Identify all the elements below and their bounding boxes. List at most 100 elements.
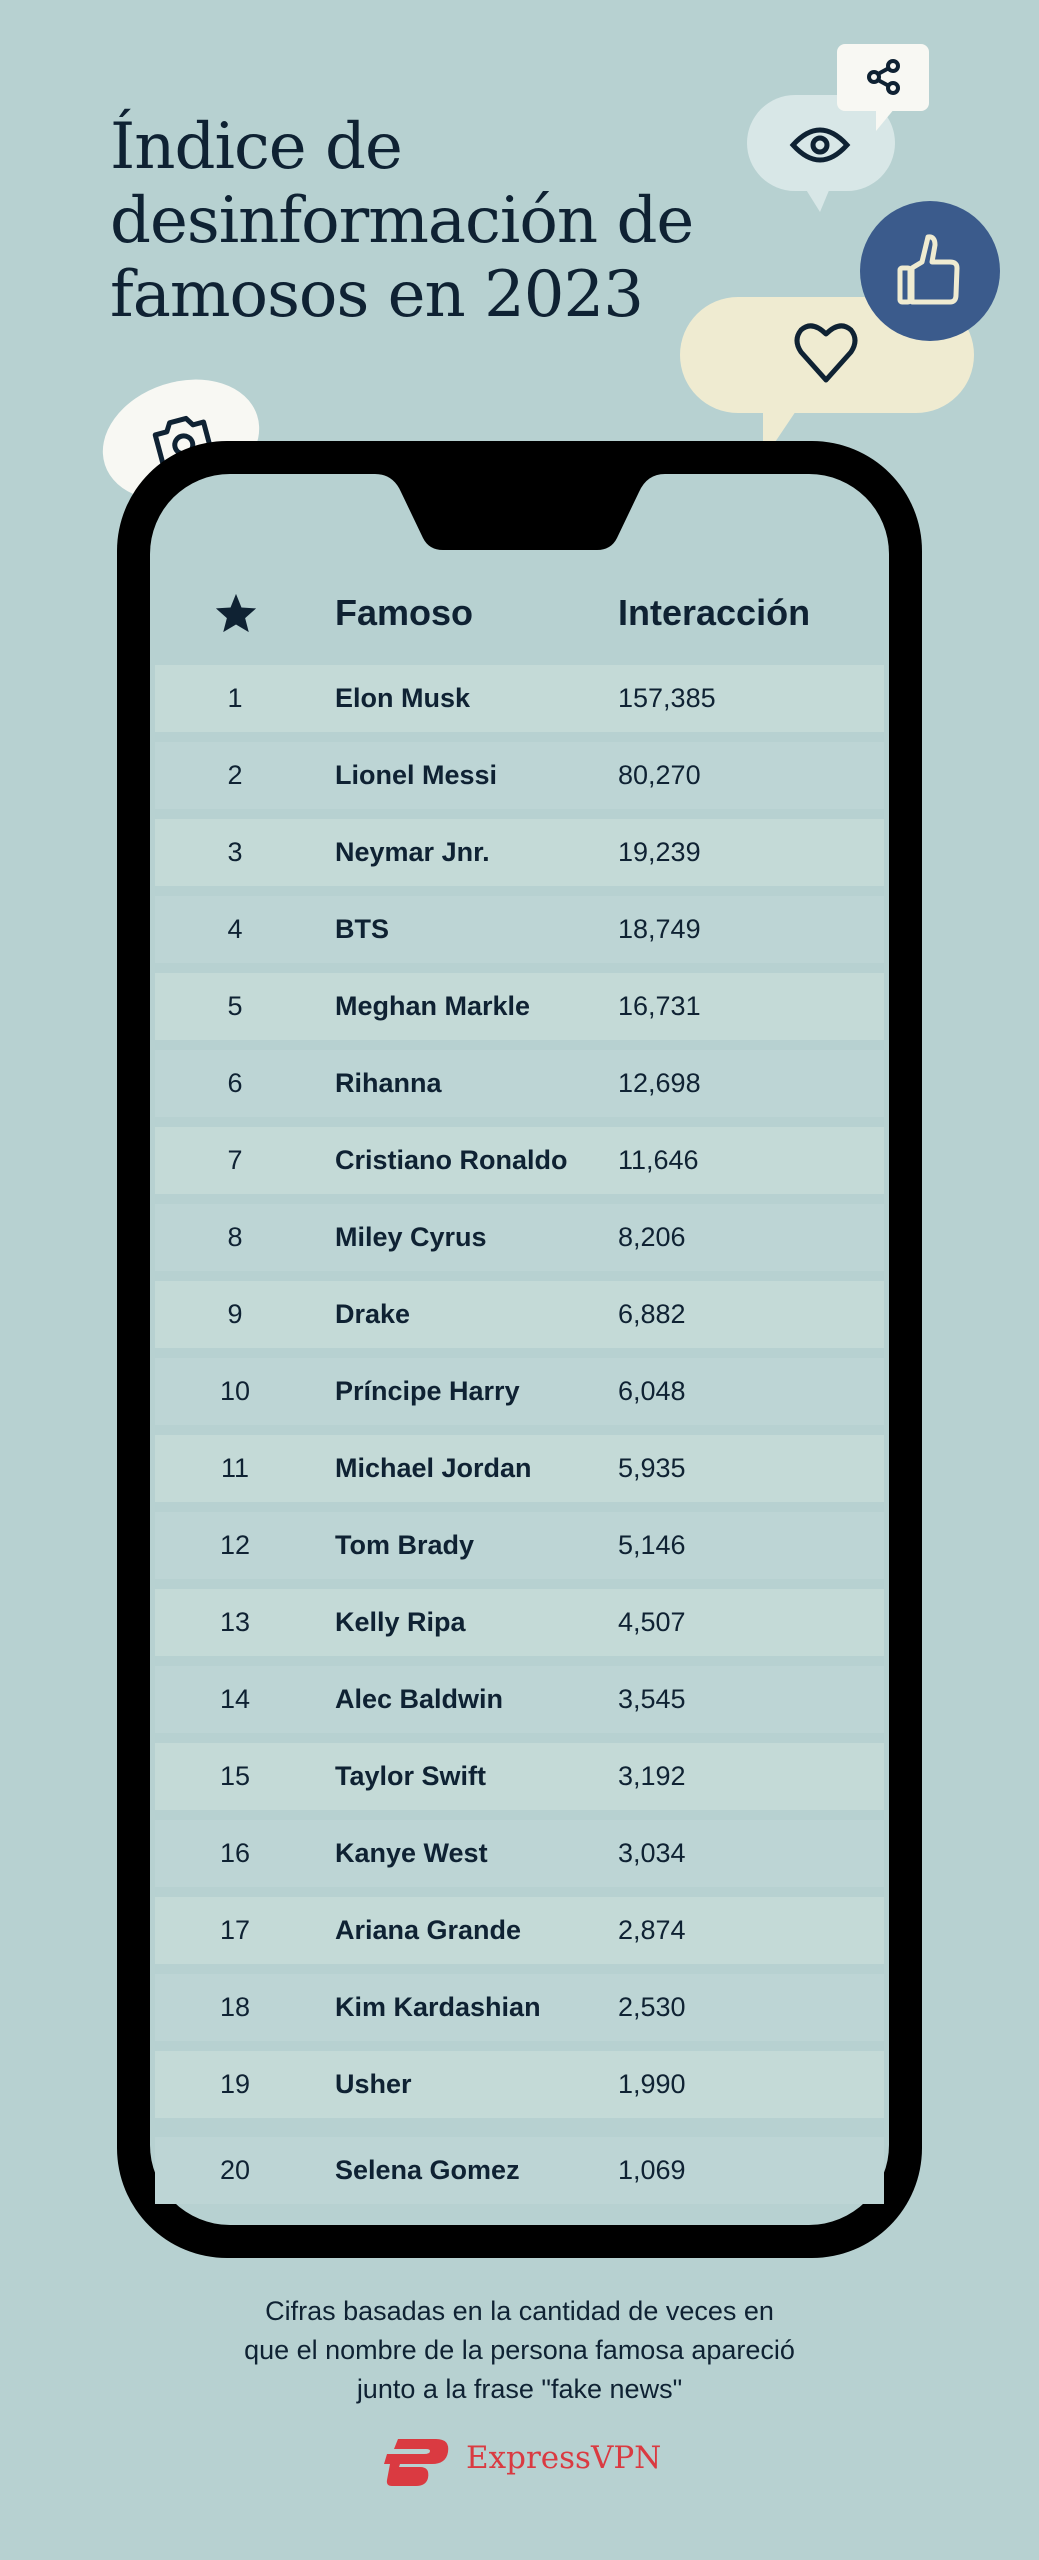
rank-cell: 20 (219, 2155, 251, 2185)
name-cell: Tom Brady (335, 1530, 475, 1560)
name-cell: Lionel Messi (335, 760, 498, 790)
rank-cell: 17 (219, 1915, 251, 1945)
table-row: 14 Alec Baldwin 3,545 (155, 1666, 884, 1733)
thumbs-up-icon (897, 234, 960, 305)
rank-cell: 5 (227, 991, 243, 1021)
value-cell: 2,530 (618, 1992, 686, 2022)
footnote-line-2: que el nombre de la persona famosa apare… (244, 2335, 795, 2365)
column-header-value: Interacción (618, 592, 811, 633)
name-cell: Kanye West (335, 1838, 488, 1868)
column-header-name: Famoso (335, 592, 474, 633)
value-cell: 12,698 (618, 1068, 701, 1098)
rank-cell: 15 (219, 1761, 251, 1791)
rank-cell: 8 (227, 1222, 243, 1252)
value-cell: 3,545 (618, 1684, 686, 1714)
value-cell: 18,749 (618, 914, 701, 944)
rank-cell: 16 (219, 1838, 251, 1868)
rank-cell: 10 (219, 1376, 251, 1406)
rank-cell: 3 (227, 837, 243, 867)
title-line-3: famosos en 2023 (110, 258, 644, 332)
table-row: 6 Rihanna 12,698 (155, 1050, 884, 1117)
rank-cell: 9 (227, 1299, 243, 1329)
value-cell: 11,646 (618, 1145, 699, 1175)
name-cell: Alec Baldwin (335, 1684, 504, 1714)
table-row: 7 Cristiano Ronaldo 11,646 (155, 1127, 884, 1194)
table-row: 8 Miley Cyrus 8,206 (155, 1204, 884, 1271)
name-cell: Michael Jordan (335, 1453, 532, 1483)
value-cell: 6,048 (618, 1376, 686, 1406)
footnote-line-1: Cifras basadas en la cantidad de veces e… (265, 2296, 774, 2326)
rank-cell: 13 (219, 1607, 251, 1637)
phone-notch (335, 470, 703, 550)
value-cell: 80,270 (618, 760, 701, 790)
footnote-line-3: junto a la frase "fake news" (356, 2374, 683, 2404)
name-cell: Meghan Markle (335, 991, 531, 1021)
value-cell: 3,192 (618, 1761, 686, 1791)
name-cell: Drake (335, 1299, 411, 1329)
rank-cell: 19 (219, 2069, 251, 2099)
name-cell: Selena Gomez (335, 2155, 520, 2185)
rank-cell: 4 (227, 914, 243, 944)
table-row: 4 BTS 18,749 (155, 896, 884, 963)
value-cell: 19,239 (618, 837, 701, 867)
name-cell: Rihanna (335, 1068, 442, 1098)
name-cell: Cristiano Ronaldo (335, 1145, 568, 1175)
eye-icon (789, 127, 851, 163)
name-cell: Neymar Jnr. (335, 837, 490, 867)
rank-cell: 7 (227, 1145, 243, 1175)
table-row: 10 Príncipe Harry 6,048 (155, 1358, 884, 1425)
name-cell: Miley Cyrus (335, 1222, 487, 1252)
name-cell: Kelly Ripa (335, 1607, 466, 1637)
eye-bubble (747, 95, 895, 212)
thumbs-up-bubble (860, 201, 1000, 341)
table-row: 11 Michael Jordan 5,935 (155, 1435, 884, 1502)
value-cell: 2,874 (618, 1915, 686, 1945)
table-row: 2 Lionel Messi 80,270 (155, 742, 884, 809)
name-cell: Taylor Swift (335, 1761, 487, 1791)
heart-icon (794, 323, 858, 383)
rank-cell: 11 (220, 1453, 250, 1483)
value-cell: 16,731 (618, 991, 701, 1021)
value-cell: 8,206 (618, 1222, 686, 1252)
title-line-2: desinformación de (110, 184, 694, 258)
name-cell: Usher (335, 2069, 412, 2099)
title-line-1: Índice de (110, 110, 403, 184)
rank-cell: 14 (219, 1684, 251, 1714)
name-cell: Ariana Grande (335, 1915, 522, 1945)
name-cell: Príncipe Harry (335, 1376, 520, 1406)
rank-cell: 2 (227, 760, 243, 790)
share-icon (867, 59, 900, 95)
share-bubble (837, 44, 929, 131)
table-row: 5 Meghan Markle 16,731 (155, 973, 884, 1040)
table-row: 13 Kelly Ripa 4,507 (155, 1589, 884, 1656)
table-row: 18 Kim Kardashian 2,530 (155, 1974, 884, 2041)
table-row: 12 Tom Brady 5,146 (155, 1512, 884, 1579)
table-row: 19 Usher 1,990 (155, 2051, 884, 2118)
table-row: 1 Elon Musk 157,385 (155, 665, 884, 732)
expressvpn-logo-icon (384, 2439, 449, 2486)
value-cell: 5,146 (618, 1530, 686, 1560)
table-row: 9 Drake 6,882 (155, 1281, 884, 1348)
rank-cell: 18 (219, 1992, 251, 2022)
value-cell: 6,882 (618, 1299, 686, 1329)
value-cell: 1,069 (618, 2155, 686, 2185)
rank-cell: 12 (219, 1530, 251, 1560)
table-row: 20 Selena Gomez 1,069 (155, 2137, 884, 2204)
name-cell: BTS (335, 914, 389, 944)
footnote: Cifras basadas en la cantidad de veces e… (0, 2292, 1039, 2409)
page-title: Índice de desinformación de famosos en 2… (110, 110, 810, 332)
name-cell: Elon Musk (335, 683, 471, 713)
table-row: 15 Taylor Swift 3,192 (155, 1743, 884, 1810)
rank-cell: 1 (227, 683, 243, 713)
value-cell: 157,385 (618, 683, 716, 713)
value-cell: 1,990 (618, 2069, 686, 2099)
value-cell: 5,935 (618, 1453, 686, 1483)
value-cell: 3,034 (618, 1838, 686, 1868)
brand-name: ExpressVPN (466, 2440, 662, 2476)
value-cell: 4,507 (618, 1607, 686, 1637)
star-icon (215, 593, 257, 633)
table-row: 3 Neymar Jnr. 19,239 (155, 819, 884, 886)
rank-cell: 6 (227, 1068, 243, 1098)
table-row: 17 Ariana Grande 2,874 (155, 1897, 884, 1964)
table-row: 16 Kanye West 3,034 (155, 1820, 884, 1887)
